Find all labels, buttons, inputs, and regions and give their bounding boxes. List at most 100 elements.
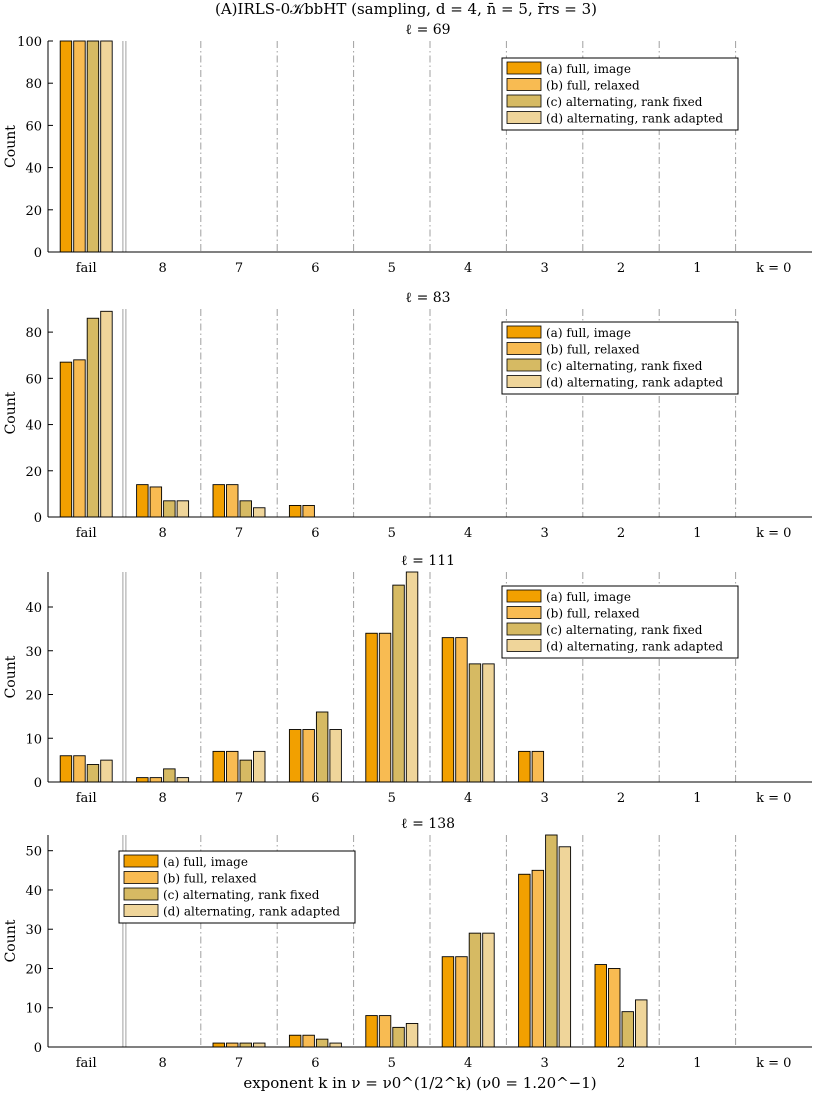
x-tick-label: 4 — [464, 261, 472, 276]
y-axis-label: Count — [3, 655, 19, 698]
panel-title: ℓ = 111 — [401, 553, 455, 569]
y-tick-label: 60 — [25, 372, 42, 387]
legend-swatch-a — [123, 854, 159, 868]
legend-swatch-b — [123, 871, 159, 884]
x-tick-label: 2 — [617, 261, 625, 276]
legend-swatch-d — [506, 639, 542, 652]
bar-a-0 — [59, 361, 73, 518]
legend-swatch-c — [506, 358, 542, 372]
bar-c-3 — [315, 711, 329, 783]
x-tick-label: fail — [76, 526, 97, 541]
legend-swatch-c — [506, 622, 542, 636]
x-tick-label: 4 — [464, 1056, 472, 1071]
bar-a-3 — [288, 504, 302, 518]
legend-label: (b) full, relaxed — [163, 872, 257, 886]
bar-a-3 — [288, 729, 302, 783]
x-tick-label: 7 — [235, 1056, 243, 1071]
bar-d-5 — [482, 932, 495, 1048]
legend: (a) full, image (b) full, relaxed (c) alte… — [501, 57, 739, 131]
panel-3: ℓ = 111 0 10 20 30 40 fail 8 7 6 5 4 3 2 1 k = 0 Count (a… — [3, 553, 812, 806]
x-tick-label: 5 — [388, 261, 396, 276]
legend-swatch-d — [506, 111, 542, 124]
bar-b-0 — [73, 755, 86, 783]
legend: (a) full, image (b) full, relaxed (c) alte… — [501, 585, 739, 659]
legend-label: (c) alternating, rank fixed — [546, 95, 703, 109]
bar-b-1 — [149, 777, 163, 783]
panel-4: ℓ = 138 0 10 20 30 40 50 fail 8 7 6 5 4 3 2 1 k = 0 Count… — [3, 816, 812, 1071]
legend-label: (c) alternating, rank fixed — [163, 888, 320, 902]
x-tick-label: 8 — [158, 1056, 166, 1071]
bar-c-4 — [392, 1026, 405, 1048]
x-tick-label: 2 — [617, 791, 625, 806]
y-tick-label: 30 — [25, 645, 42, 660]
bar-a-3 — [288, 1034, 302, 1048]
bar-b-6 — [531, 869, 545, 1048]
legend: (a) full, image (b) full, relaxed (c) alte… — [501, 321, 739, 395]
bar-a-1 — [136, 777, 149, 783]
x-tick-label: fail — [76, 1056, 97, 1071]
legend-swatch-b — [506, 606, 542, 619]
legend-label: (c) alternating, rank fixed — [546, 359, 703, 373]
bar-c-2 — [239, 500, 252, 518]
y-axis-label: Count — [3, 125, 19, 168]
bar-d-2 — [253, 1042, 266, 1048]
bar-a-6 — [518, 873, 531, 1048]
y-tick-label: 20 — [25, 689, 42, 704]
legend-label: (a) full, image — [163, 855, 248, 869]
x-tick-label: k = 0 — [756, 526, 791, 541]
bar-b-4 — [378, 1015, 392, 1048]
legend-label: (a) full, image — [546, 590, 631, 604]
x-tick-label: 5 — [388, 1056, 396, 1071]
bar-a-2 — [212, 484, 225, 518]
x-tick-label: 1 — [693, 1056, 701, 1071]
bar-c-3 — [315, 1038, 329, 1048]
bar-a-7 — [594, 964, 607, 1048]
bar-d-1 — [176, 777, 190, 783]
bar-a-2 — [212, 1042, 225, 1048]
legend-label: (d) alternating, rank adapted — [546, 376, 723, 390]
bar-c-0 — [86, 40, 100, 253]
bar-c-5 — [468, 663, 482, 783]
y-tick-label: 40 — [25, 601, 42, 616]
bar-b-4 — [378, 632, 392, 783]
x-tick-label: 8 — [158, 526, 166, 541]
y-tick-label: 80 — [25, 77, 42, 92]
bar-d-4 — [405, 1022, 419, 1048]
x-tick-label: k = 0 — [756, 791, 791, 806]
x-tick-label: 6 — [311, 526, 319, 541]
bar-c-1 — [163, 500, 176, 518]
figure-title: (A)IRLS-0𝒦bbHT (sampling, d = 4, n̄ = 5,… — [215, 0, 597, 18]
y-tick-label: 10 — [25, 1002, 42, 1017]
bar-b-2 — [226, 1042, 239, 1048]
y-tick-label: 20 — [25, 204, 42, 219]
bar-d-7 — [635, 999, 648, 1048]
x-tick-label: 2 — [617, 526, 625, 541]
bar-a-4 — [365, 1015, 378, 1048]
bar-a-0 — [59, 40, 73, 253]
x-tick-label: 7 — [235, 261, 243, 276]
x-tick-label: 4 — [464, 791, 472, 806]
bar-a-6 — [518, 750, 531, 783]
bar-c-6 — [545, 834, 558, 1048]
y-tick-label: 20 — [25, 465, 42, 480]
legend-swatch-b — [506, 342, 542, 355]
y-tick-label: 100 — [17, 35, 42, 50]
bar-d-1 — [176, 500, 190, 518]
x-tick-label: 3 — [540, 791, 548, 806]
bar-d-3 — [329, 729, 342, 783]
x-tick-label: 7 — [235, 791, 243, 806]
y-tick-label: 0 — [34, 1041, 42, 1056]
x-tick-label: 6 — [311, 791, 319, 806]
x-tick-label: 5 — [388, 526, 396, 541]
y-tick-label: 80 — [25, 326, 42, 341]
bar-b-5 — [455, 956, 468, 1048]
bar-b-3 — [302, 504, 315, 518]
bar-b-1 — [149, 486, 163, 518]
panel-title: ℓ = 138 — [401, 816, 455, 832]
x-tick-label: 1 — [693, 791, 701, 806]
bar-b-2 — [226, 750, 239, 783]
x-tick-label: 7 — [235, 526, 243, 541]
bar-c-5 — [468, 932, 482, 1048]
y-tick-label: 0 — [34, 776, 42, 791]
